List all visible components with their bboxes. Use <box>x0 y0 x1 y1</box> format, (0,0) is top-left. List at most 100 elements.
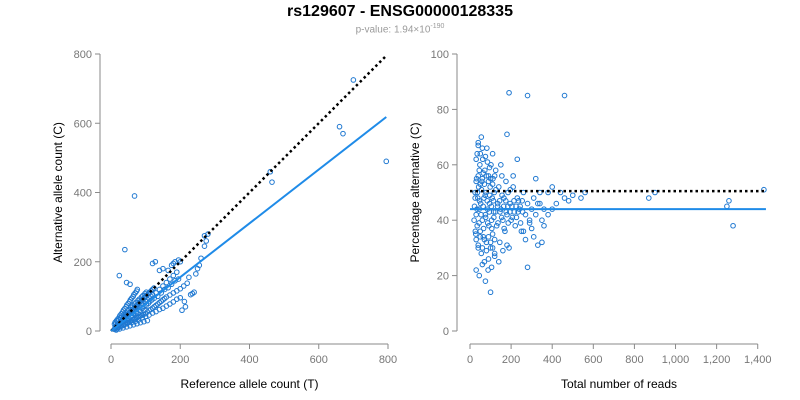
data-point <box>497 209 503 215</box>
data-point <box>170 299 177 305</box>
data-point <box>483 247 490 254</box>
data-point <box>131 193 138 199</box>
data-point <box>535 200 541 207</box>
data-point <box>201 243 208 249</box>
data-point <box>499 173 505 179</box>
p-value-exponent: -190 <box>430 23 445 30</box>
data-point <box>177 258 184 265</box>
data-point <box>472 228 479 235</box>
data-point <box>173 269 180 275</box>
data-point <box>730 222 736 229</box>
scatter-plot-right: 0 200 400 600 800 1,000 1,200 1,400 0 20 40 60 80 100… <box>408 49 771 391</box>
data-point <box>476 272 483 279</box>
data-point <box>486 222 492 229</box>
y-axis-label: Percentage alternative (C) <box>408 122 422 262</box>
data-point <box>475 184 482 190</box>
data-point <box>476 167 483 174</box>
y-axis-label: Alternative allele count (C) <box>51 122 65 263</box>
data-point <box>549 184 556 190</box>
data-point <box>134 286 141 293</box>
data-point <box>500 247 506 254</box>
data-point <box>493 222 500 229</box>
data-point <box>476 198 483 204</box>
scatter-plot-left: 0 200 400 600 800 0 200 400 600 800 Reference alle… <box>51 49 397 391</box>
data-point <box>483 173 490 179</box>
data-point <box>489 150 496 157</box>
y-tick-label: 100 <box>431 49 449 61</box>
data-point <box>481 181 488 187</box>
data-point <box>519 198 526 204</box>
data-point <box>537 189 543 196</box>
data-point <box>553 200 560 207</box>
data-point <box>477 162 483 168</box>
data-point <box>495 258 502 265</box>
data-point <box>473 178 479 185</box>
x-tick-label: 800 <box>625 354 643 366</box>
data-point <box>478 250 485 257</box>
data-point <box>168 281 175 288</box>
data-point <box>502 228 508 235</box>
chart-subtitle: p-value: 1.94×10-190 <box>0 23 800 35</box>
data-point <box>177 294 184 301</box>
data-point <box>520 189 527 196</box>
data-point <box>582 189 588 196</box>
chart-title: rs129607 - ENSG00000128335 <box>287 3 513 20</box>
x-tick-label: 1,400 <box>744 354 772 366</box>
data-point <box>189 290 196 297</box>
data-point <box>168 262 175 269</box>
data-point <box>350 77 357 83</box>
data-point <box>473 211 479 218</box>
data-point <box>486 164 493 171</box>
data-point <box>485 267 491 273</box>
data-point <box>163 279 170 286</box>
x-tick-label: 200 <box>502 354 520 366</box>
data-point <box>479 175 486 182</box>
data-point <box>524 92 531 99</box>
data-point <box>504 242 510 248</box>
data-point <box>503 178 509 185</box>
x-tick-label: 600 <box>310 354 328 366</box>
data-point <box>479 145 486 151</box>
y-tick-label: 0 <box>86 326 92 338</box>
data-point <box>652 189 658 196</box>
data-point <box>479 245 486 251</box>
data-point <box>489 231 496 237</box>
data-point <box>123 324 130 330</box>
data-point <box>475 142 482 149</box>
data-point <box>137 319 144 326</box>
x-tick-label: 0 <box>108 354 114 366</box>
data-point <box>487 239 494 246</box>
data-point <box>578 195 584 201</box>
data-point <box>530 234 537 240</box>
x-tick-label: 400 <box>240 354 258 366</box>
data-point <box>498 214 505 221</box>
data-point <box>156 306 163 313</box>
data-point <box>492 167 499 174</box>
x-tick-label: 1,200 <box>703 354 731 366</box>
data-point <box>475 195 481 201</box>
data-point <box>478 211 484 218</box>
x-tick-label: 0 <box>467 354 473 366</box>
y-tick-label: 800 <box>74 49 92 61</box>
data-point <box>508 217 514 223</box>
data-point <box>472 189 478 196</box>
data-point <box>500 217 506 223</box>
y-tick-label: 20 <box>437 271 449 283</box>
data-point <box>482 214 489 221</box>
data-point <box>491 173 498 179</box>
data-point <box>182 303 189 310</box>
data-point <box>532 175 539 182</box>
data-point <box>499 192 505 199</box>
data-point <box>475 242 482 248</box>
data-point <box>490 198 497 204</box>
data-point <box>120 325 126 331</box>
data-point <box>481 195 487 201</box>
data-point <box>472 195 478 201</box>
data-point <box>646 195 652 201</box>
y-tick-label: 60 <box>437 160 449 172</box>
data-point <box>142 313 149 320</box>
data-point <box>473 267 479 273</box>
data-point <box>502 198 509 204</box>
data-point <box>179 307 185 314</box>
